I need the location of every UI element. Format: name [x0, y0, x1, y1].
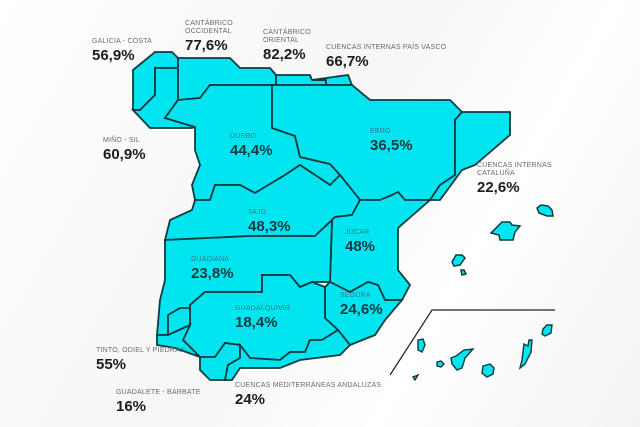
basin-cataluna[interactable] — [428, 111, 511, 201]
label-guadalquivir: GUADALQUIVIR 18,4% — [235, 305, 291, 331]
label-guadalete-barbate: GUADALETE - BARBATE 16% — [116, 389, 201, 415]
label-segura: SEGURA 24,6% — [340, 292, 383, 318]
label-jucar: JÚCAR 48% — [345, 229, 376, 255]
canary-inset-frame — [389, 309, 555, 376]
label-ebro: EBRO 36,5% — [370, 128, 413, 154]
basin-tajo[interactable] — [163, 163, 362, 241]
label-mino-sil: MIÑO - SIL 60,9% — [103, 137, 146, 163]
label-tajo: TAJO 48,3% — [248, 209, 291, 235]
basin-mediterraneas-andaluzas[interactable] — [223, 328, 352, 381]
label-duero: DUERO 44,4% — [230, 133, 273, 159]
label-galicia-costa: GALICIA - COSTA 56,9% — [92, 38, 153, 64]
label-tinto-odiel-piedras: TINTO, ODIEL Y PIEDRAS 55% — [96, 347, 185, 373]
balearic-islands — [451, 204, 554, 276]
label-guadiana: GUADIANA 23,8% — [191, 256, 234, 282]
label-cantabrico-oriental: CANTÁBRICO ORIENTAL 82,2% — [263, 29, 311, 63]
label-cataluna: CUENCAS INTERNAS CATALUÑA 22,6% — [477, 162, 552, 196]
canary-islands — [411, 324, 553, 382]
label-pais-vasco: CUENCAS INTERNAS PAÍS VASCO 66,7% — [326, 44, 447, 70]
label-cantabrico-occidental: CANTÁBRICO OCCIDENTAL 77,6% — [185, 20, 233, 54]
label-mediterraneas-andaluzas: CUENCAS MEDITERRÁNEAS ANDALUZAS 24% — [235, 382, 382, 408]
